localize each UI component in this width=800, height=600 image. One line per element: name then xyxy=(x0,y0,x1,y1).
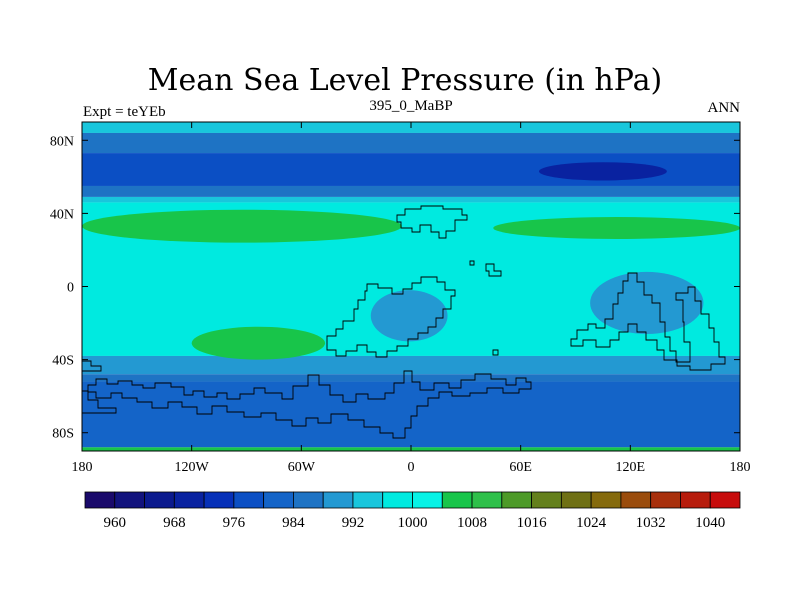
colorbar-label-1040: 1040 xyxy=(695,515,725,531)
y-tick-label-1: 40N xyxy=(50,207,74,222)
colorbar-box-2 xyxy=(114,491,145,509)
colorbar-box-11 xyxy=(382,491,413,509)
x-tick-label-4: 60E xyxy=(509,460,532,475)
colorbar-box-13 xyxy=(441,491,473,509)
colorbar-box-4 xyxy=(173,491,205,509)
colorbar-box-14 xyxy=(471,491,503,509)
coastlines xyxy=(82,205,726,439)
pressure-band-7 xyxy=(82,355,740,375)
colorbar-label-1016: 1016 xyxy=(517,515,548,531)
colorbar-box-21 xyxy=(680,491,711,509)
x-tick-label-0: 180 xyxy=(72,460,93,475)
colorbar-box-15 xyxy=(501,491,532,509)
colorbar-label-992: 992 xyxy=(342,515,365,531)
coastline-small-island-2 xyxy=(485,263,502,277)
coastline-small-island-1 xyxy=(469,260,475,266)
colorbar-box-7 xyxy=(263,491,294,509)
colorbar-box-10 xyxy=(352,491,384,509)
pressure-band-5 xyxy=(82,196,740,203)
coastline-south-west-1 xyxy=(82,360,102,372)
colorbar-box-16 xyxy=(531,491,562,509)
feature-low-tropical-west xyxy=(370,290,448,342)
colorbar-label-1000: 1000 xyxy=(398,515,428,531)
colorbar-box-6 xyxy=(233,491,265,509)
x-tick-label-3: 0 xyxy=(408,460,415,475)
y-tick-label-4: 80S xyxy=(52,427,74,442)
colorbar-box-1 xyxy=(84,491,116,509)
feature-low-tropical-east xyxy=(590,271,704,335)
pressure-band-9 xyxy=(82,381,740,448)
colorbar-label-968: 968 xyxy=(163,515,186,531)
colorbar: 960 968 976 984 992 1000 1008 1016 1024 1032 1040 xyxy=(84,491,741,531)
x-tick-label-6: 180 xyxy=(730,460,751,475)
coastline-small-island-3 xyxy=(492,349,499,356)
coastline-east-continent xyxy=(570,272,726,371)
coastline-southern-continent xyxy=(87,370,532,439)
colorbar-label-976: 976 xyxy=(223,515,246,531)
feature-low-north-pacific xyxy=(538,162,667,181)
colorbar-box-19 xyxy=(620,491,652,509)
x-tick-label-2: 60W xyxy=(288,460,316,475)
colorbar-label-1008: 1008 xyxy=(457,515,487,531)
y-tick-label-0: 80N xyxy=(50,134,74,149)
colorbar-box-8 xyxy=(293,491,324,509)
coastline-west-continent xyxy=(326,276,456,358)
x-tick-label-1: 120W xyxy=(175,460,210,475)
colorbar-box-12 xyxy=(412,491,443,509)
coastline-south-west-2 xyxy=(82,390,117,414)
colorbar-box-18 xyxy=(590,491,622,509)
left-label: Expt = teYEb xyxy=(83,104,166,120)
pressure-band-4 xyxy=(82,185,740,197)
coastline-north-continent xyxy=(396,205,468,239)
colorbar-label-984: 984 xyxy=(282,515,305,531)
axis-ticks: 180 120W 60W 0 60E 120E 180 80N 40N 0 40S 80S xyxy=(50,122,751,475)
colorbar-label-1032: 1032 xyxy=(636,515,666,531)
x-tick-label-5: 120E xyxy=(616,460,646,475)
feature-high-south xyxy=(191,326,326,360)
pressure-band-8 xyxy=(82,374,740,382)
colorbar-box-3 xyxy=(144,491,175,509)
center-label: 395_0_MaBP xyxy=(369,98,452,114)
colorbar-box-9 xyxy=(322,491,354,509)
chart-title: Mean Sea Level Pressure (in hPa) xyxy=(148,63,662,98)
feature-high-north-atlantic xyxy=(82,209,402,243)
colorbar-box-22 xyxy=(709,491,741,509)
colorbar-box-20 xyxy=(650,491,681,509)
colorbar-label-960: 960 xyxy=(104,515,127,531)
pressure-band-2 xyxy=(82,132,740,154)
right-label: ANN xyxy=(708,100,741,116)
colorbar-label-1024: 1024 xyxy=(576,515,607,531)
feature-high-north-pacific xyxy=(493,217,740,239)
colorbar-box-17 xyxy=(560,491,592,509)
y-tick-label-3: 40S xyxy=(52,354,74,369)
y-tick-label-2: 0 xyxy=(67,281,74,296)
colorbar-box-5 xyxy=(203,491,235,509)
